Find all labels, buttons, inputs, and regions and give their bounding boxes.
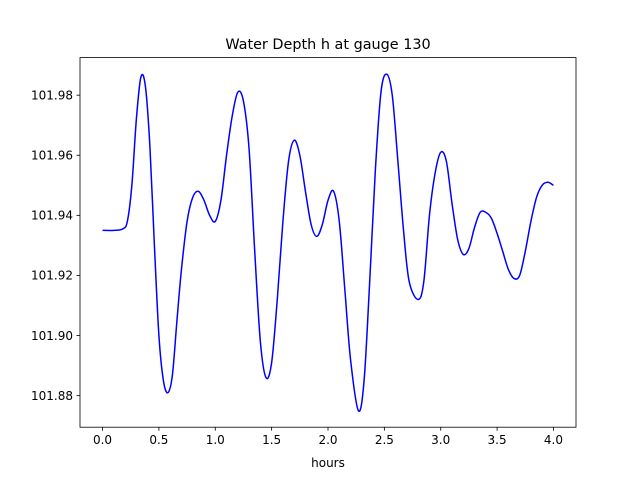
y-tick-label: 101.94 (31, 209, 73, 223)
x-tick-label: 2.5 (375, 433, 394, 447)
y-tick-label: 101.98 (31, 88, 73, 102)
x-axis-label: hours (311, 456, 345, 470)
plot-frame (79, 57, 577, 428)
y-tick-label: 101.96 (31, 148, 73, 162)
x-tick-label: 4.0 (544, 433, 563, 447)
y-axis-ticks: 101.88 101.90 101.92 101.94 101.96 101.98 (31, 88, 80, 403)
y-tick-label: 101.88 (31, 389, 73, 403)
y-tick-label: 101.92 (31, 269, 73, 283)
x-tick-label: 2.0 (318, 433, 337, 447)
series-layer (102, 73, 554, 413)
x-tick-label: 0.0 (93, 433, 112, 447)
chart-title: Water Depth h at gauge 130 (225, 37, 430, 53)
y-tick-label: 101.90 (31, 329, 73, 343)
series-line-0 (102, 73, 554, 413)
x-tick-label: 3.5 (488, 433, 507, 447)
x-tick-label: 1.0 (206, 433, 225, 447)
x-axis-ticks: 0.0 0.5 1.0 1.5 2.0 2.5 3.0 3.5 4.0 (93, 427, 563, 447)
x-tick-label: 3.0 (431, 433, 450, 447)
plot-area (80, 57, 576, 428)
x-tick-label: 1.5 (262, 433, 281, 447)
x-tick-label: 0.5 (149, 433, 168, 447)
